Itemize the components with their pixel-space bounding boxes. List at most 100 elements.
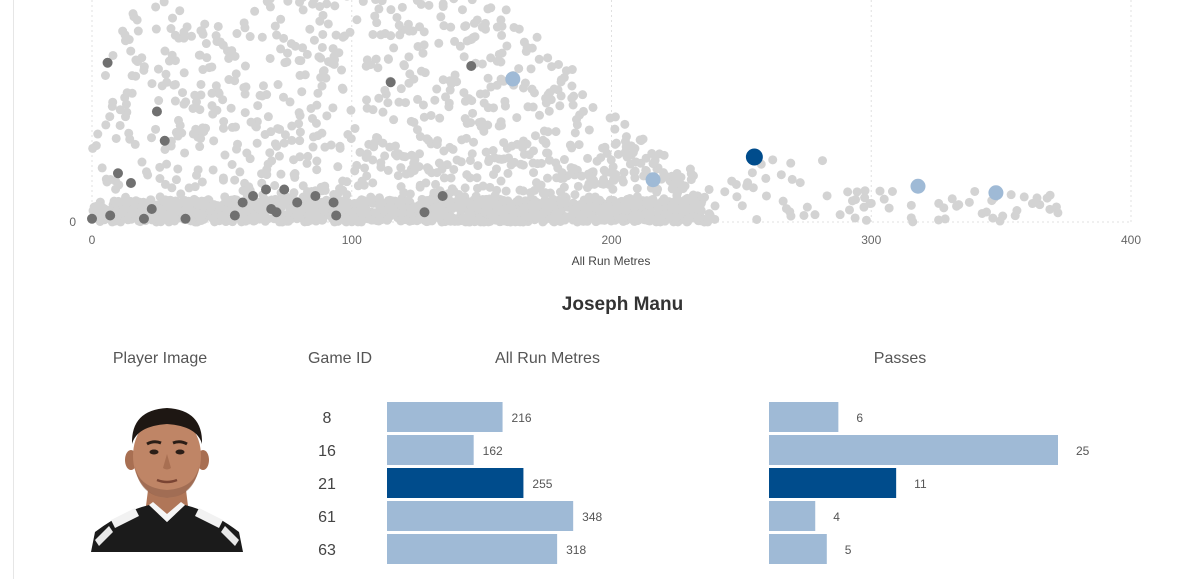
- passes-bar[interactable]: [769, 534, 827, 564]
- passes-bar[interactable]: [769, 468, 897, 498]
- passes-bar[interactable]: [769, 435, 1058, 465]
- scatter-point: [1032, 193, 1042, 203]
- scatter-point: [536, 158, 546, 168]
- player-game-point[interactable]: [229, 210, 240, 221]
- scatter-point: [108, 50, 118, 60]
- player-game-point[interactable]: [466, 61, 477, 71]
- scatter-point: [323, 19, 333, 29]
- scatter-point: [227, 160, 237, 170]
- scatter-point: [608, 162, 618, 172]
- scatter-point: [194, 50, 204, 60]
- scatter-point: [497, 30, 507, 40]
- player-game-point[interactable]: [151, 106, 162, 117]
- scatter-point: [409, 117, 419, 127]
- scatter-point: [320, 207, 330, 217]
- player-game-point[interactable]: [505, 71, 521, 87]
- scatter-point: [488, 146, 498, 156]
- scatter-point: [761, 173, 771, 183]
- passes-value: 25: [1076, 444, 1090, 458]
- scatter-point: [312, 165, 322, 175]
- scatter-point: [653, 203, 663, 213]
- scatter-point: [988, 213, 998, 223]
- scatter-point: [315, 1, 325, 11]
- column-header-run-metres: All Run Metres: [495, 350, 600, 367]
- scatter-point: [549, 213, 559, 223]
- scatter-point: [249, 211, 259, 221]
- scatter-point: [337, 83, 347, 93]
- scatter-point: [472, 198, 482, 208]
- player-game-point[interactable]: [105, 210, 116, 221]
- scatter-point: [732, 192, 742, 202]
- player-game-point[interactable]: [419, 207, 430, 218]
- player-game-point[interactable]: [328, 197, 339, 208]
- scatter-point: [340, 196, 350, 206]
- scatter-point: [502, 41, 512, 51]
- scatter-point: [162, 159, 172, 169]
- scatter-point: [459, 88, 469, 98]
- player-game-point[interactable]: [271, 207, 282, 218]
- scatter-point: [850, 213, 860, 223]
- scatter-point: [776, 170, 786, 180]
- player-game-point[interactable]: [279, 184, 290, 195]
- passes-bar[interactable]: [769, 501, 816, 531]
- player-game-point[interactable]: [159, 135, 170, 146]
- run-metres-bar[interactable]: [387, 534, 558, 564]
- scatter-point: [460, 183, 470, 193]
- scatter-point: [462, 170, 472, 180]
- scatter-point: [345, 27, 355, 37]
- scatter-point: [346, 105, 356, 115]
- run-metres-bar[interactable]: [387, 435, 474, 465]
- scatter-point: [469, 137, 479, 147]
- scatter-point: [240, 61, 250, 71]
- scatter-point: [396, 84, 406, 94]
- player-game-point[interactable]: [87, 213, 97, 224]
- player-game-point[interactable]: [910, 178, 926, 194]
- scatter-point: [619, 167, 629, 177]
- scatter-point: [625, 159, 635, 169]
- scatter-point: [114, 180, 124, 190]
- player-game-point[interactable]: [645, 172, 661, 188]
- player-game-point[interactable]: [180, 213, 191, 224]
- run-metres-bar[interactable]: [387, 468, 524, 498]
- scatter-point: [835, 210, 845, 220]
- player-game-point[interactable]: [112, 168, 123, 179]
- player-game-point[interactable]: [437, 191, 448, 201]
- player-game-point[interactable]: [292, 197, 303, 208]
- player-game-point[interactable]: [248, 191, 259, 201]
- run-metres-bar[interactable]: [387, 501, 574, 531]
- passes-value: 4: [833, 510, 840, 524]
- player-game-point[interactable]: [385, 77, 396, 88]
- passes-bar[interactable]: [769, 402, 839, 432]
- column-header-player-image: Player Image: [112, 350, 208, 367]
- player-game-point[interactable]: [138, 213, 149, 224]
- scatter-point: [342, 177, 352, 187]
- scatter-point: [568, 100, 578, 110]
- scatter-point: [970, 186, 980, 196]
- scatter-point: [179, 27, 189, 37]
- scatter-point: [614, 202, 624, 212]
- player-game-point[interactable]: [125, 178, 136, 188]
- player-game-point[interactable]: [261, 184, 272, 195]
- scatter-point: [207, 201, 217, 211]
- scatter-point: [554, 59, 564, 69]
- scatter-point: [438, 75, 448, 85]
- scatter-point: [383, 54, 393, 64]
- scatter-point: [778, 196, 788, 206]
- scatter-point: [947, 194, 957, 204]
- selected-game-point[interactable]: [745, 148, 763, 166]
- scatter-point: [380, 85, 390, 95]
- player-game-point[interactable]: [237, 197, 248, 208]
- player-game-point[interactable]: [102, 57, 113, 68]
- player-game-point[interactable]: [331, 210, 342, 221]
- scatter-point: [479, 98, 489, 108]
- scatter-point: [403, 195, 413, 205]
- player-game-point[interactable]: [988, 185, 1004, 201]
- passes-value: 6: [856, 411, 863, 425]
- player-game-point[interactable]: [146, 204, 157, 214]
- scatter-point: [303, 216, 313, 226]
- scatter-point: [380, 151, 390, 161]
- scatter-point: [238, 209, 248, 219]
- player-game-point[interactable]: [310, 191, 321, 201]
- run-metres-bar[interactable]: [387, 402, 503, 432]
- scatter-point: [539, 208, 549, 218]
